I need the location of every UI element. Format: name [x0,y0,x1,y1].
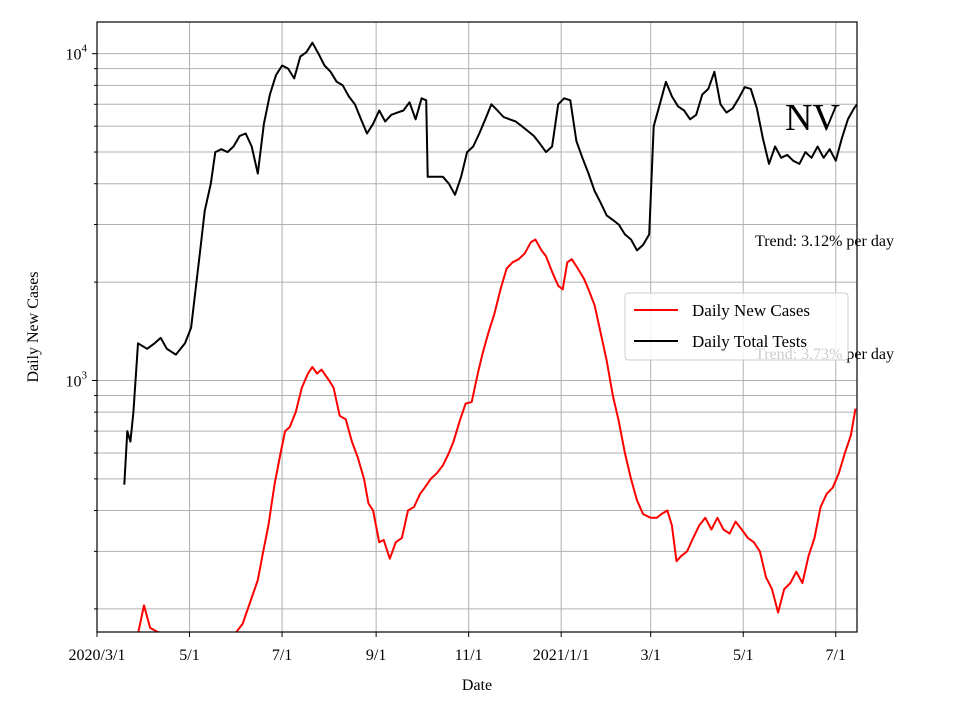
x-tick-label: 11/1 [455,647,483,664]
legend: Daily New Cases Daily Total Tests [624,292,849,361]
series-line-daily-new-cases [137,238,857,632]
series-line-daily-total-tests [123,41,857,485]
legend-label-cases: Daily New Cases [692,301,810,320]
x-tick-label: 2020/3/1 [69,647,126,664]
x-tick-label: 7/1 [272,647,292,664]
x-tick-label: 2021/1/1 [533,647,590,664]
x-tick-label: 9/1 [366,647,386,664]
x-tick-label: 3/1 [640,647,660,664]
legend-label-tests: Daily Total Tests [692,332,807,351]
trend-tests-label: Trend: 3.12% per day [755,233,894,250]
x-tick-label: 5/1 [733,647,753,664]
series-layer [123,41,857,632]
axes: 2020/3/1 5/1 7/1 9/1 11/1 2021/1/1 3/1 5/1 7/1 10… [66,43,846,664]
x-axis-title: Date [462,677,492,694]
plot-frame [96,21,858,633]
y-tick-label: 103 [66,369,88,390]
x-tick-label: 5/1 [179,647,199,664]
x-tick-label: 7/1 [826,647,846,664]
grid [96,22,857,632]
state-label: NV [785,97,840,139]
y-tick-label: 104 [66,43,88,64]
legend-box [624,292,849,361]
y-axis-title: Daily New Cases [25,271,42,382]
